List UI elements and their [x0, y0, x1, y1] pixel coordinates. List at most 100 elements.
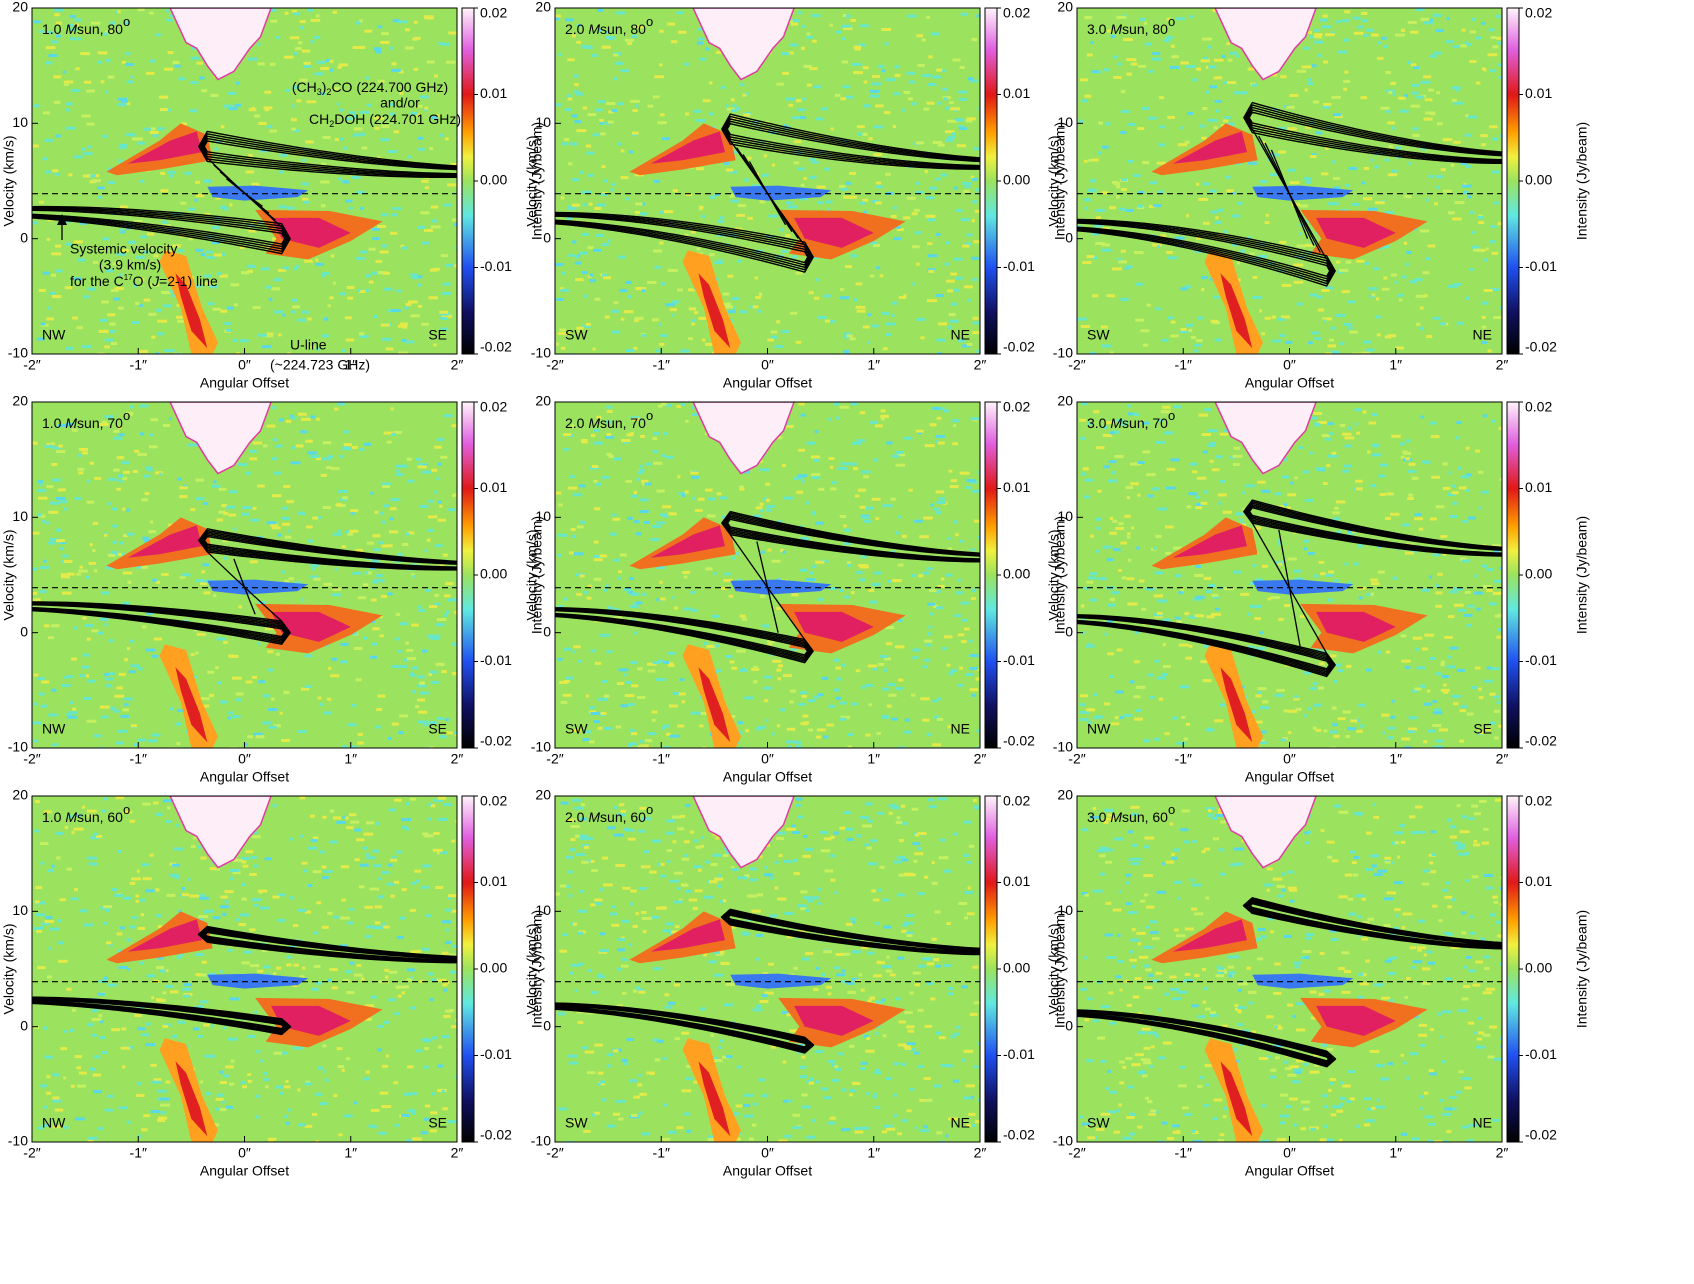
noise — [1491, 420, 1495, 423]
noise — [1436, 29, 1445, 32]
noise — [363, 637, 367, 640]
noise — [971, 490, 981, 493]
direction-label: NW — [42, 721, 66, 737]
noise — [349, 530, 358, 533]
direction-label: NW — [1087, 721, 1111, 737]
x-tick-label: 0″ — [238, 751, 251, 767]
noise — [1429, 422, 1437, 425]
noise — [373, 864, 382, 867]
noise — [74, 828, 84, 831]
noise — [955, 209, 963, 212]
noise — [866, 507, 874, 510]
noise — [1436, 584, 1440, 587]
noise — [933, 507, 939, 510]
noise — [372, 272, 378, 275]
noise — [660, 334, 667, 337]
noise — [454, 493, 459, 496]
noise — [1110, 294, 1115, 297]
noise — [61, 573, 67, 576]
noise — [104, 534, 107, 537]
y-axis-label: Velocity (km/s) — [1046, 529, 1062, 620]
direction-label: SW — [565, 721, 588, 737]
noise — [50, 292, 56, 295]
noise — [607, 410, 613, 413]
noise — [1454, 604, 1464, 607]
noise — [1196, 339, 1202, 342]
noise — [1096, 715, 1103, 718]
noise — [258, 122, 266, 125]
noise — [289, 577, 294, 580]
noise — [231, 1060, 235, 1063]
noise — [1340, 342, 1345, 345]
noise — [755, 296, 761, 299]
noise — [422, 471, 432, 474]
noise — [435, 544, 443, 547]
noise — [1148, 70, 1153, 73]
noise — [257, 484, 265, 487]
noise — [1205, 590, 1212, 593]
colorbar-tick-label: -0.02 — [1525, 339, 1557, 355]
noise — [1408, 470, 1417, 473]
noise — [1249, 605, 1258, 608]
noise — [159, 473, 162, 476]
noise — [666, 404, 672, 407]
noise — [782, 250, 788, 253]
noise — [358, 596, 366, 599]
noise — [1420, 327, 1424, 330]
noise — [314, 965, 321, 968]
noise — [217, 681, 221, 684]
noise — [88, 145, 91, 148]
noise — [279, 418, 284, 421]
noise — [166, 894, 175, 897]
noise — [951, 132, 955, 135]
noise — [745, 729, 749, 732]
noise — [1356, 260, 1365, 263]
noise — [323, 1044, 327, 1047]
noise — [1472, 246, 1480, 249]
noise — [1195, 614, 1204, 617]
noise — [945, 574, 953, 577]
noise — [438, 501, 442, 504]
noise — [264, 91, 271, 94]
noise — [937, 718, 943, 721]
noise — [1214, 126, 1218, 129]
noise — [726, 169, 734, 172]
y-tick-label: -10 — [8, 739, 28, 755]
noise — [307, 540, 313, 543]
noise — [380, 512, 384, 515]
noise — [962, 245, 969, 248]
noise — [1406, 251, 1411, 254]
noise — [1453, 283, 1462, 286]
noise — [86, 576, 90, 579]
noise — [1234, 91, 1244, 94]
noise — [880, 415, 889, 418]
noise — [1469, 268, 1473, 271]
noise — [1159, 125, 1164, 128]
noise — [381, 32, 389, 35]
noise — [583, 295, 588, 298]
noise — [798, 474, 807, 477]
noise — [150, 1064, 156, 1067]
noise — [589, 203, 593, 206]
noise — [354, 829, 361, 832]
noise — [71, 1085, 75, 1088]
noise — [914, 520, 923, 523]
noise — [573, 645, 580, 648]
noise — [156, 813, 163, 816]
noise — [691, 712, 701, 715]
noise — [200, 697, 210, 700]
noise — [355, 858, 360, 861]
noise — [140, 899, 146, 902]
noise — [92, 549, 95, 552]
noise — [1152, 52, 1160, 55]
noise — [46, 1092, 51, 1095]
noise — [167, 806, 171, 809]
noise — [144, 128, 151, 131]
noise — [265, 108, 270, 111]
noise — [375, 511, 379, 514]
colorbar-label: Intensity (Jy/beam) — [1574, 516, 1590, 634]
noise — [216, 1098, 224, 1101]
noise — [417, 699, 425, 702]
noise — [158, 1090, 167, 1093]
noise — [836, 697, 841, 700]
